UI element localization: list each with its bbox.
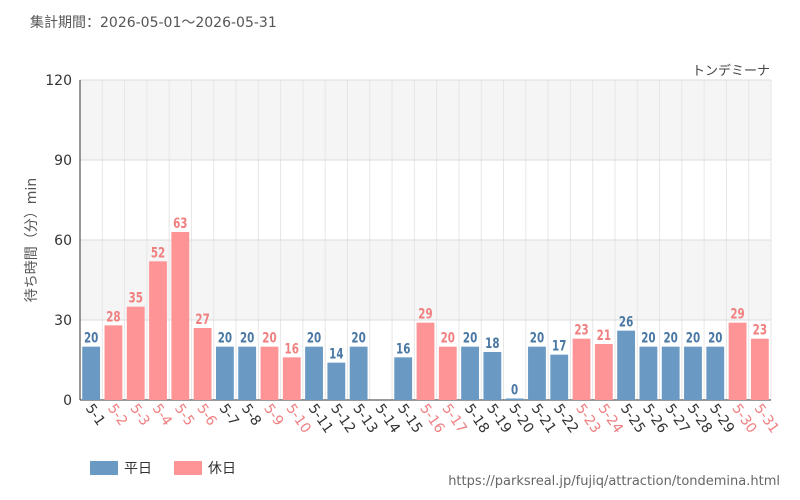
bar-value-label: 27 xyxy=(195,312,209,328)
bar-5-25 xyxy=(617,330,636,400)
bar-5-17 xyxy=(438,346,457,400)
bar-5-20 xyxy=(505,398,524,400)
bar-5-5 xyxy=(171,232,190,400)
bar-5-26 xyxy=(639,346,658,400)
period-label: 集計期間：2026-05-01～2026-05-31 xyxy=(30,15,277,31)
bar-5-9 xyxy=(260,346,279,400)
bar-value-label: 20 xyxy=(84,331,98,347)
chart-subtitle: トンデミーナ xyxy=(691,64,770,79)
bar-5-10 xyxy=(282,357,301,400)
plot-band xyxy=(80,80,771,160)
bar-value-label: 29 xyxy=(418,307,432,323)
x-tick-label: 5-7 xyxy=(216,401,242,429)
x-tick-label: 5-4 xyxy=(149,401,175,429)
legend-swatch-weekday xyxy=(90,461,118,475)
bar-value-label: 20 xyxy=(240,331,254,347)
bar-value-label: 20 xyxy=(664,331,678,347)
bar-5-7 xyxy=(215,346,234,400)
bar-5-13 xyxy=(349,346,368,400)
bar-5-19 xyxy=(483,352,502,400)
bar-5-27 xyxy=(661,346,680,400)
legend: 平日 休日 xyxy=(90,458,236,478)
bar-value-label: 28 xyxy=(106,309,120,325)
plot-band xyxy=(80,240,771,320)
y-tick-label: 0 xyxy=(63,393,72,409)
bar-value-label: 23 xyxy=(753,323,767,339)
bar-value-label: 16 xyxy=(285,341,299,357)
bar-5-12 xyxy=(327,362,346,400)
bar-value-label: 29 xyxy=(730,307,744,323)
bar-value-label: 20 xyxy=(307,331,321,347)
bar-5-31 xyxy=(750,338,769,400)
bar-5-22 xyxy=(550,354,569,400)
bar-5-15 xyxy=(394,357,413,400)
bar-value-label: 14 xyxy=(329,347,343,363)
bar-value-label: 16 xyxy=(396,341,410,357)
bar-5-2 xyxy=(104,325,123,400)
bar-5-28 xyxy=(684,346,702,400)
source-url[interactable]: https://parksreal.jp/fujiq/attraction/to… xyxy=(448,474,780,489)
y-tick-label: 30 xyxy=(54,313,72,329)
bar-value-label: 0 xyxy=(511,382,518,398)
bar-value-label: 20 xyxy=(530,331,544,347)
bar-5-16 xyxy=(416,322,435,400)
bar-5-8 xyxy=(238,346,257,400)
legend-item-holiday: 休日 xyxy=(174,458,236,478)
bar-5-24 xyxy=(594,344,613,400)
bar-value-label: 21 xyxy=(597,328,611,344)
bar-value-label: 18 xyxy=(485,336,499,352)
y-tick-label: 90 xyxy=(54,153,72,169)
x-tick-label: 5-8 xyxy=(238,401,264,429)
bar-5-4 xyxy=(149,261,167,400)
legend-label-holiday: 休日 xyxy=(208,461,236,477)
bar-value-label: 52 xyxy=(151,245,165,261)
bar-5-3 xyxy=(126,306,145,400)
bar-value-label: 20 xyxy=(441,331,455,347)
x-tick-label: 5-5 xyxy=(171,401,197,429)
bar-5-1 xyxy=(82,346,101,400)
bar-value-label: 20 xyxy=(351,331,365,347)
bar-value-label: 20 xyxy=(262,331,276,347)
bar-value-label: 17 xyxy=(552,339,566,355)
legend-item-weekday: 平日 xyxy=(90,458,152,478)
y-tick-label: 60 xyxy=(54,233,72,249)
bar-value-label: 63 xyxy=(173,216,187,232)
x-tick-label: 5-2 xyxy=(104,401,130,429)
plot-band xyxy=(80,160,771,240)
bar-5-21 xyxy=(528,346,546,400)
legend-swatch-holiday xyxy=(174,461,202,475)
x-tick-label: 5-9 xyxy=(260,401,286,429)
bar-5-29 xyxy=(706,346,725,400)
x-tick-label: 5-6 xyxy=(193,401,219,429)
bar-value-label: 23 xyxy=(574,323,588,339)
bar-5-30 xyxy=(728,322,747,400)
bar-value-label: 26 xyxy=(619,315,633,331)
x-tick-label: 5-31 xyxy=(751,401,782,436)
bar-value-label: 20 xyxy=(463,331,477,347)
bar-value-label: 20 xyxy=(708,331,722,347)
y-tick-label: 120 xyxy=(45,73,72,89)
bar-value-label: 35 xyxy=(129,291,143,307)
x-tick-label: 5-3 xyxy=(126,401,152,429)
bar-5-11 xyxy=(305,346,323,400)
bar-value-label: 20 xyxy=(218,331,232,347)
bar-value-label: 20 xyxy=(641,331,655,347)
y-axis-title: 待ち時間（分）min xyxy=(24,178,40,302)
bar-value-label: 20 xyxy=(686,331,700,347)
bar-5-6 xyxy=(193,328,212,400)
x-tick-label: 5-1 xyxy=(82,401,108,429)
bar-5-18 xyxy=(461,346,479,400)
bar-5-23 xyxy=(572,338,591,400)
legend-label-weekday: 平日 xyxy=(124,461,152,477)
